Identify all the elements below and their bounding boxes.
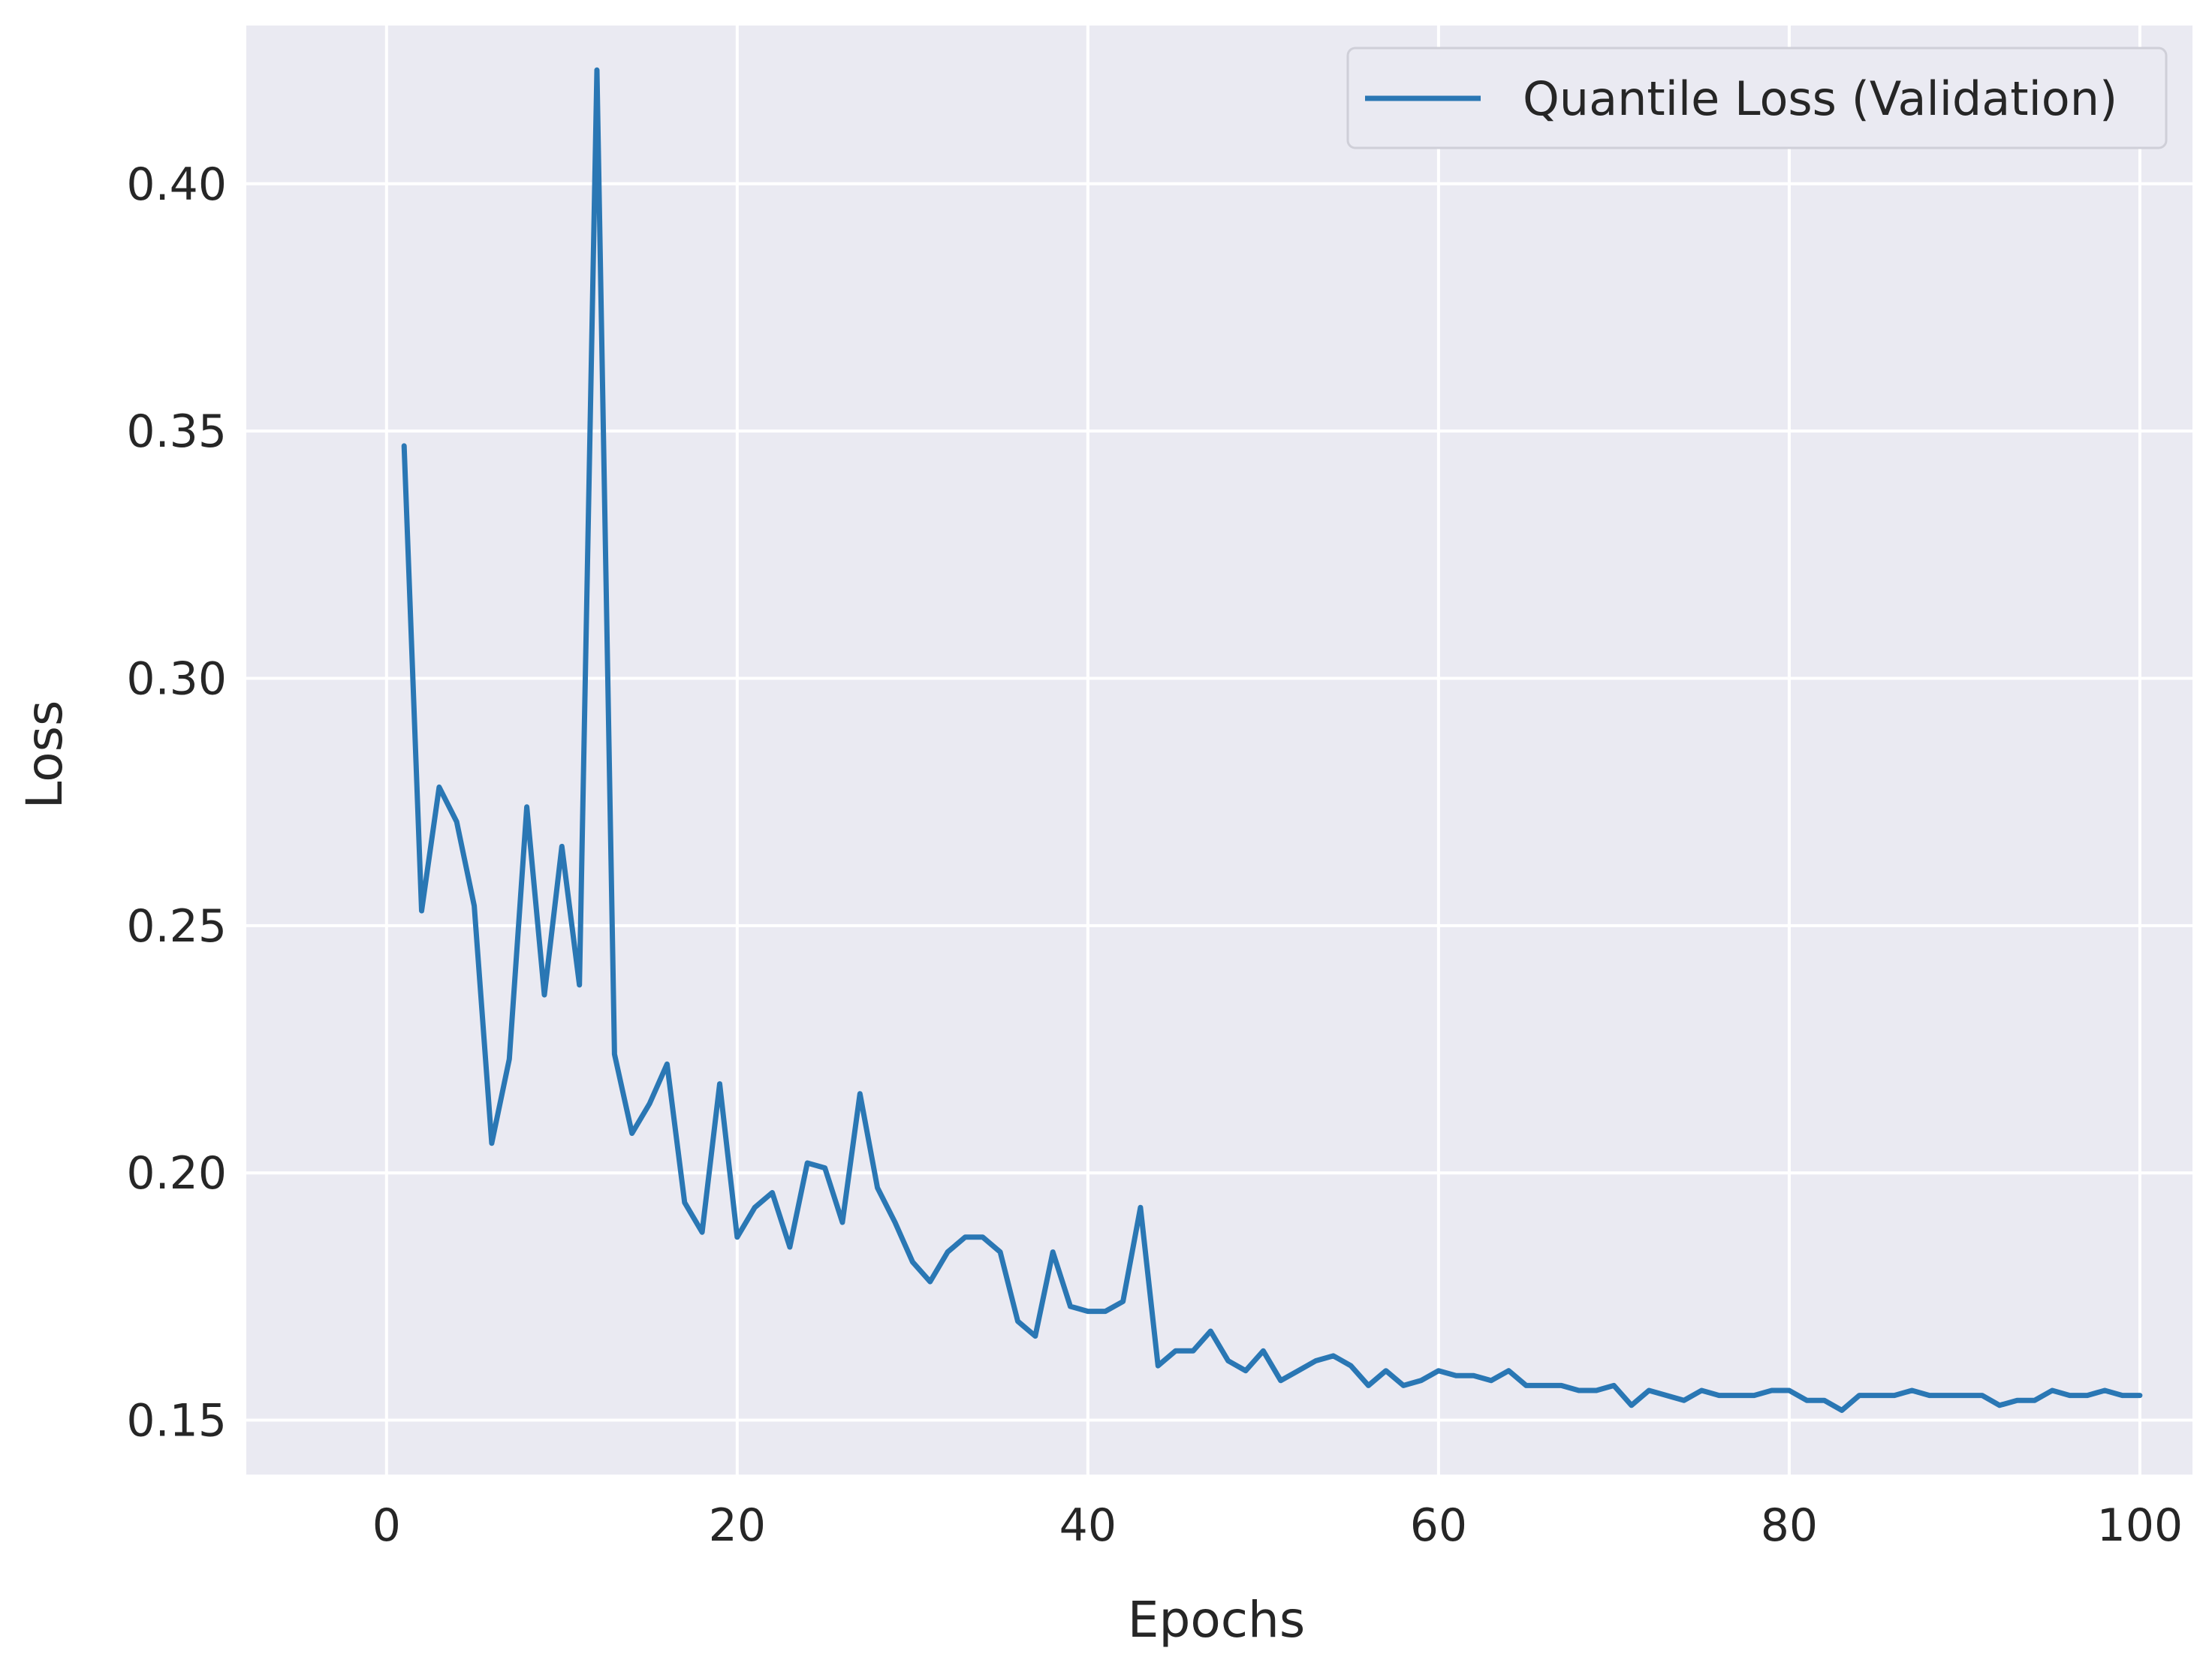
y-tick-labels: 0.15 0.20 0.25 0.30 0.35 0.40 <box>126 158 227 1448</box>
legend-box <box>1346 47 2168 149</box>
y-tick-label: 0.15 <box>126 1395 227 1448</box>
y-tick-label: 0.25 <box>126 900 227 953</box>
x-tick-label: 0 <box>372 1499 401 1552</box>
series-layer <box>401 67 2143 1413</box>
y-tick-label: 0.35 <box>126 405 227 458</box>
y-tick-label: 0.40 <box>126 158 227 211</box>
legend-label: Quantile Loss (Validation) <box>1523 71 2117 126</box>
x-tick-label: 80 <box>1761 1499 1818 1552</box>
x-tick-label: 60 <box>1410 1499 1467 1552</box>
y-tick-label: 0.30 <box>126 652 227 705</box>
x-tick-labels: 0 20 40 60 80 100 <box>372 1499 2183 1552</box>
x-tick-label: 40 <box>1059 1499 1117 1552</box>
grid-lines <box>246 26 2192 1475</box>
y-tick-label: 0.20 <box>126 1147 227 1200</box>
x-tick-label: 100 <box>2097 1499 2183 1552</box>
y-axis-label: Loss <box>16 700 74 809</box>
series-line-quantile-loss-validation <box>401 67 2143 1413</box>
legend: Quantile Loss (Validation) <box>1346 47 2168 149</box>
x-axis-label: Epochs <box>1128 1591 1305 1649</box>
plot-background <box>246 26 2192 1475</box>
x-tick-label: 20 <box>709 1499 766 1552</box>
